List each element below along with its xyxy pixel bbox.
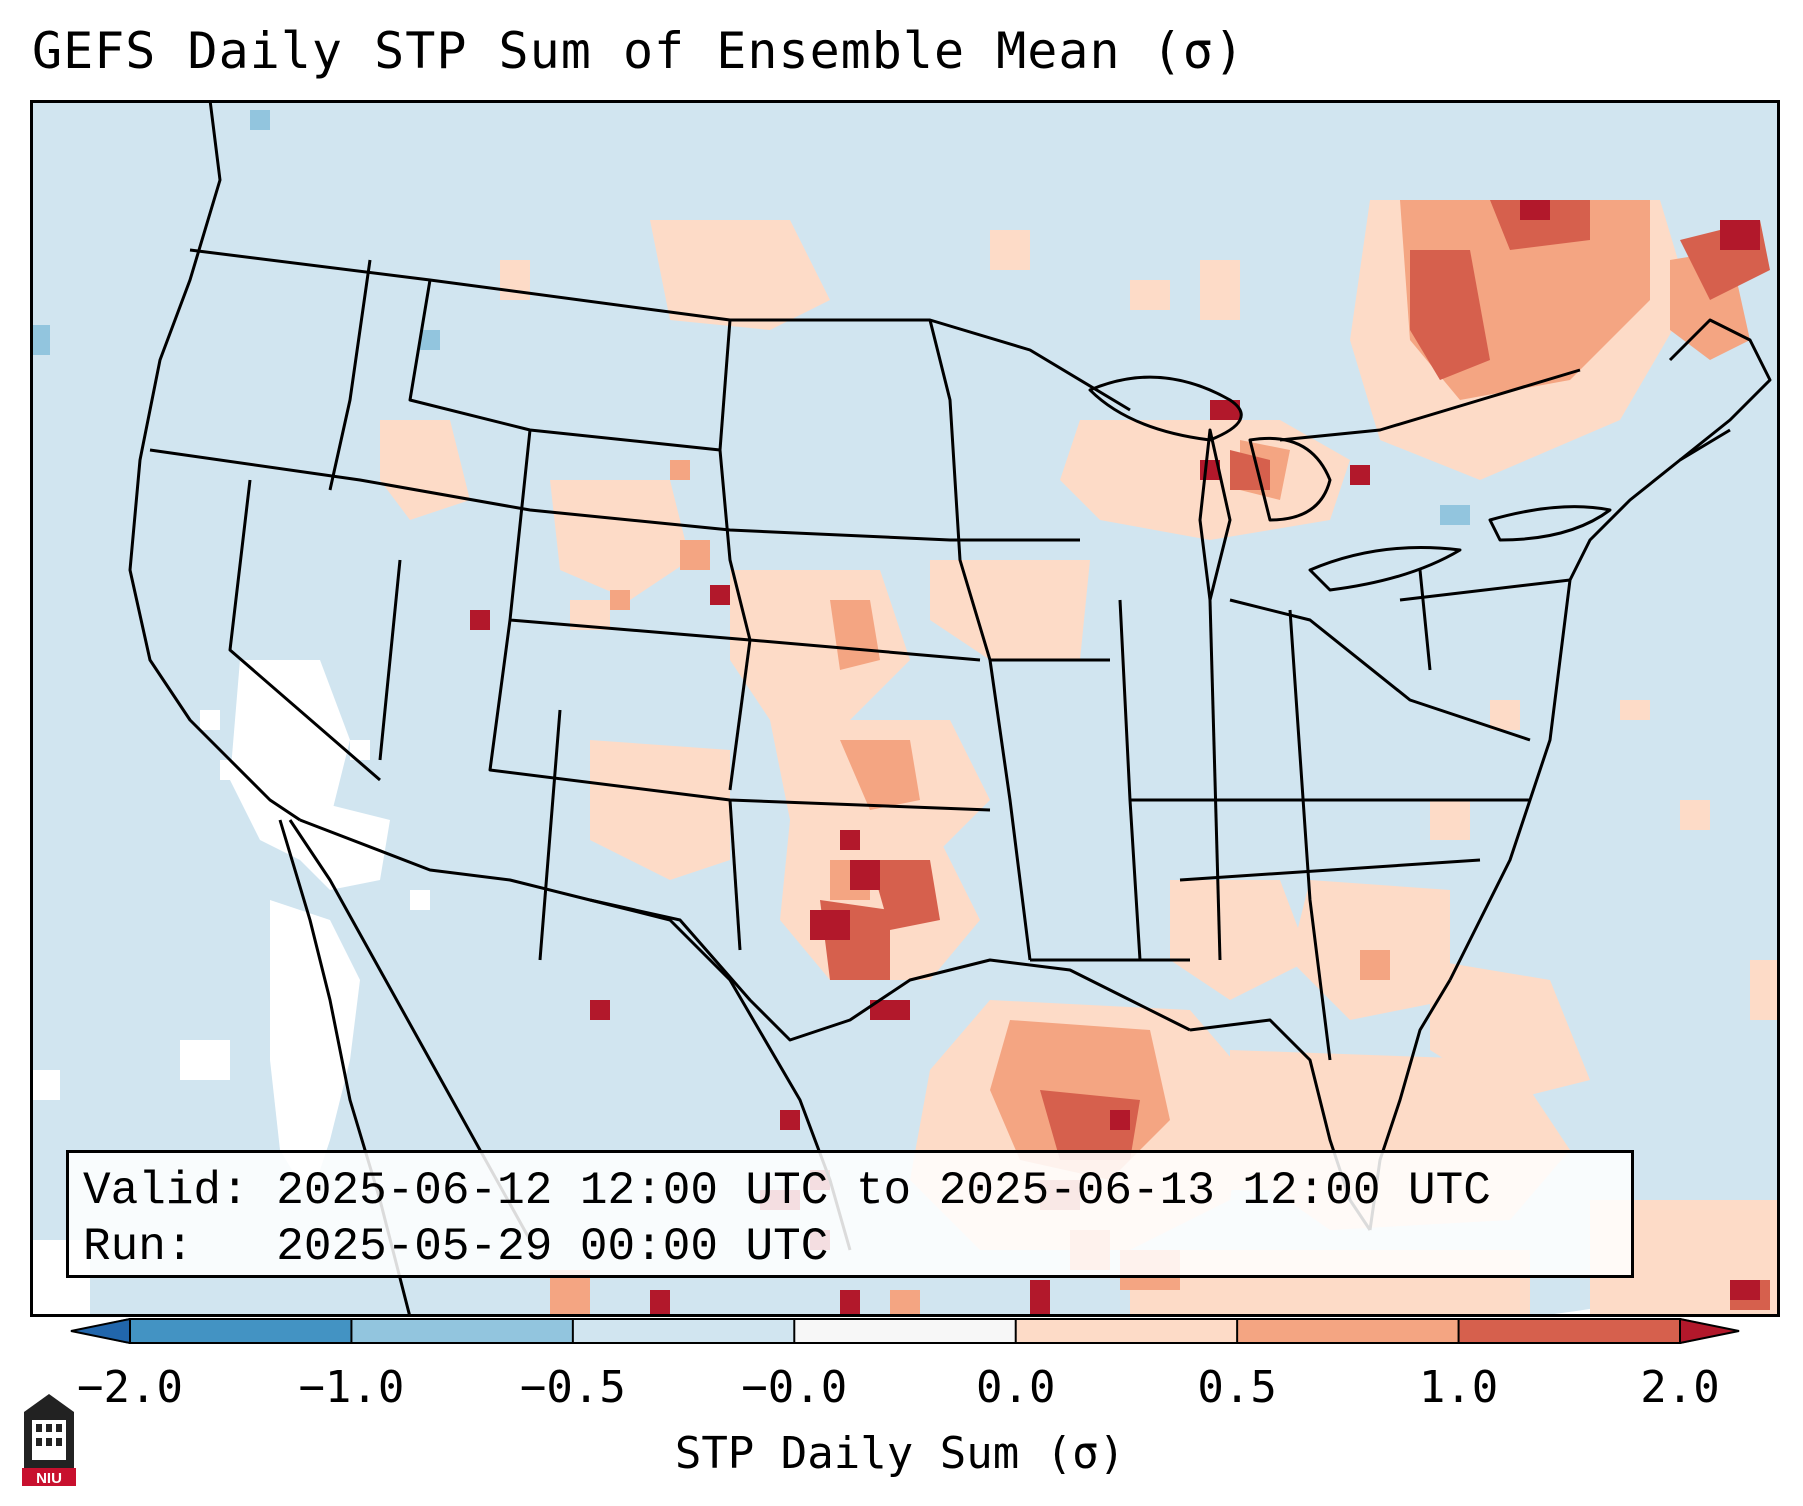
colorbar-tick-label: −0.5	[519, 1362, 626, 1413]
colorbar-segment	[1458, 1318, 1681, 1344]
colorbar-label: STP Daily Sum (σ)	[674, 1428, 1126, 1479]
anomaly-cells-negative	[30, 110, 1470, 525]
map-panel	[30, 100, 1780, 1317]
colorbar-tick-label: 2.0	[1640, 1362, 1720, 1413]
colorbar-segment	[572, 1318, 795, 1344]
valid-time-range: 2025-06-12 12:00 UTC to 2025-06-13 12:00…	[276, 1165, 1491, 1217]
logo-text: NIU	[36, 1470, 62, 1487]
colorbar	[70, 1318, 1740, 1344]
near-zero-cells	[30, 660, 430, 1317]
colorbar-segment	[794, 1318, 1017, 1344]
colorbar-segment	[1237, 1318, 1460, 1344]
run-time: 2025-05-29 00:00 UTC	[276, 1221, 829, 1273]
colorbar-tick-label: 1.0	[1418, 1362, 1499, 1413]
colorbar-tick-label: −2.0	[77, 1362, 183, 1413]
colorbar-extend-high	[1680, 1318, 1740, 1344]
colorbar-segment	[351, 1318, 574, 1344]
run-label: Run:	[83, 1221, 194, 1273]
colorbar-segment	[130, 1318, 352, 1344]
valid-run-info-box: Valid: 2025-06-12 12:00 UTC to 2025-06-1…	[66, 1150, 1634, 1278]
map-title: GEFS Daily STP Sum of Ensemble Mean (σ)	[32, 22, 1245, 80]
valid-label: Valid:	[83, 1165, 249, 1217]
niu-logo-icon: NIU	[22, 1394, 76, 1487]
colorbar-tick-label: −1.0	[298, 1362, 405, 1413]
anomaly-cells-high	[820, 200, 1770, 1310]
colorbar-extend-low	[70, 1318, 130, 1344]
colorbar-segment	[1015, 1318, 1238, 1344]
boundaries	[128, 100, 1772, 1317]
colorbar-tick-label: 0.0	[975, 1362, 1056, 1413]
colorbar-tick-label: −0.0	[741, 1362, 848, 1413]
colorbar-tick-label: 0.5	[1197, 1362, 1277, 1413]
